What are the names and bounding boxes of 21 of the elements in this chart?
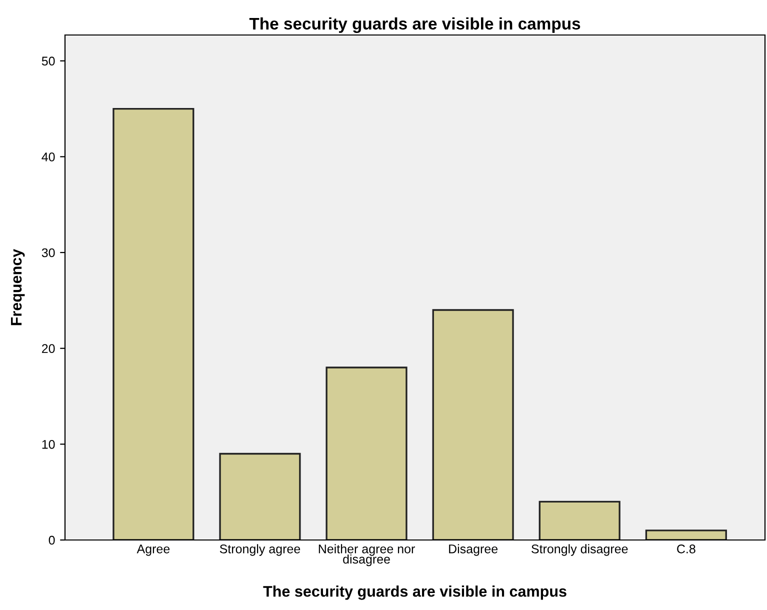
chart-title: The security guards are visible in campus xyxy=(249,17,580,33)
x-tick-label: Strongly agree xyxy=(220,544,300,556)
y-tick-label: 20 xyxy=(42,344,55,353)
y-tick-label: 10 xyxy=(42,440,55,449)
y-tick-label: 40 xyxy=(42,152,55,162)
x-tick-label: Neither agree nor disagree xyxy=(318,544,415,566)
y-tick-label: 0 xyxy=(48,536,55,545)
bar xyxy=(112,108,194,540)
x-axis-title: The security guards are visible in campus xyxy=(263,586,566,600)
bar xyxy=(432,309,514,540)
y-tick-label: 50 xyxy=(42,56,55,66)
x-tick-label: Strongly disagree xyxy=(532,544,628,556)
bar xyxy=(645,530,727,540)
x-tick-label: Agree xyxy=(136,544,170,556)
y-tick-label: 30 xyxy=(42,248,55,258)
y-axis-title: Frequency xyxy=(11,248,25,326)
x-tick-label: C.8 xyxy=(677,544,696,554)
bar xyxy=(219,452,301,540)
x-tick-label: Disagree xyxy=(449,544,498,556)
bar xyxy=(326,366,408,540)
bar xyxy=(538,500,620,540)
